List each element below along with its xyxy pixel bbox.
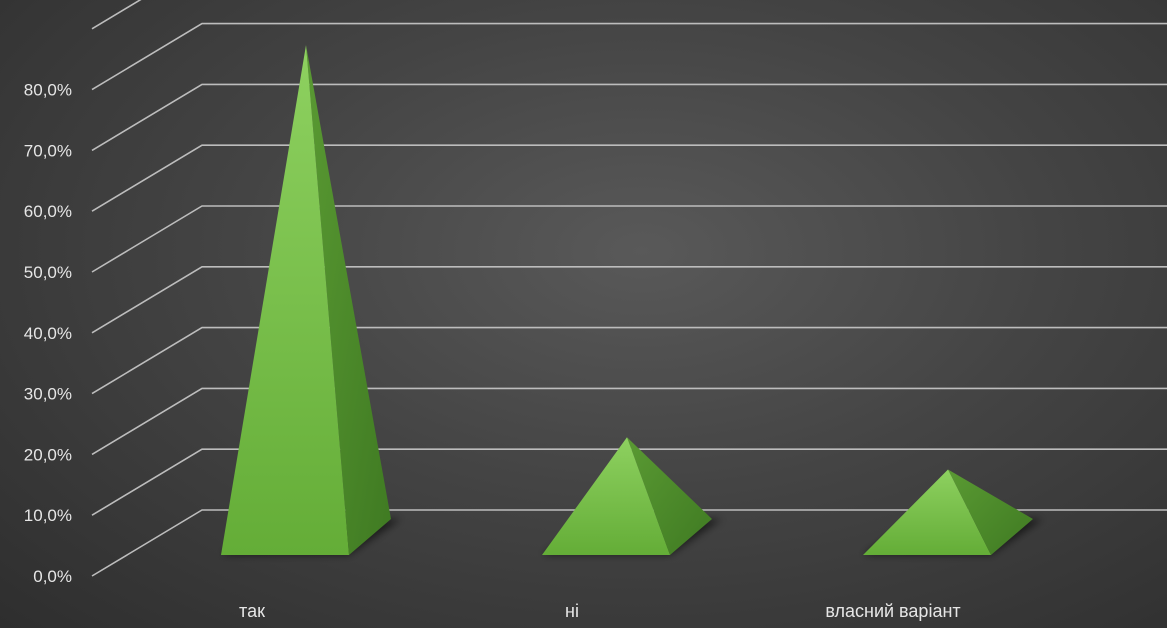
x-category-label: так [239,601,265,621]
gridline [91,83,1167,152]
y-tick-label: 10,0% [24,506,72,525]
y-axis-ticks: 0,0% 10,0% 20,0% 30,0% 40,0% 50,0% 60,0% 70,0% 8… [24,81,72,586]
x-category-label: ні [565,601,579,621]
bar-side-face [306,45,391,556]
gridline [91,387,1167,456]
y-tick-label: 40,0% [24,324,72,343]
bar-front-face [221,45,349,556]
bar-side-face [627,437,712,555]
bar-front-face [542,437,670,555]
y-tick-label: 50,0% [24,263,72,282]
gridline [91,326,1167,395]
y-tick-label: 20,0% [24,445,72,464]
pyramid-bar [221,45,401,556]
gridline [91,0,142,30]
gridlines [91,0,1167,577]
x-category-label: власний варіант [825,601,960,621]
x-axis-categories: так ні власний варіант [239,601,961,621]
y-tick-label: 70,0% [24,141,72,160]
gridline [91,265,1167,334]
gridline [91,448,1167,516]
gridline [91,22,1167,91]
gridline [91,509,1167,577]
gridline [91,144,1167,212]
y-tick-label: 80,0% [24,81,72,100]
bar-front-face [863,469,991,555]
gridline [91,205,1167,273]
y-tick-label: 0,0% [33,567,72,586]
bar-side-face [948,469,1033,555]
pyramid-bar [542,437,722,555]
pyramid-bar [863,469,1043,555]
y-tick-label: 60,0% [24,202,72,221]
bars [221,45,1043,556]
y-tick-label: 30,0% [24,385,72,404]
